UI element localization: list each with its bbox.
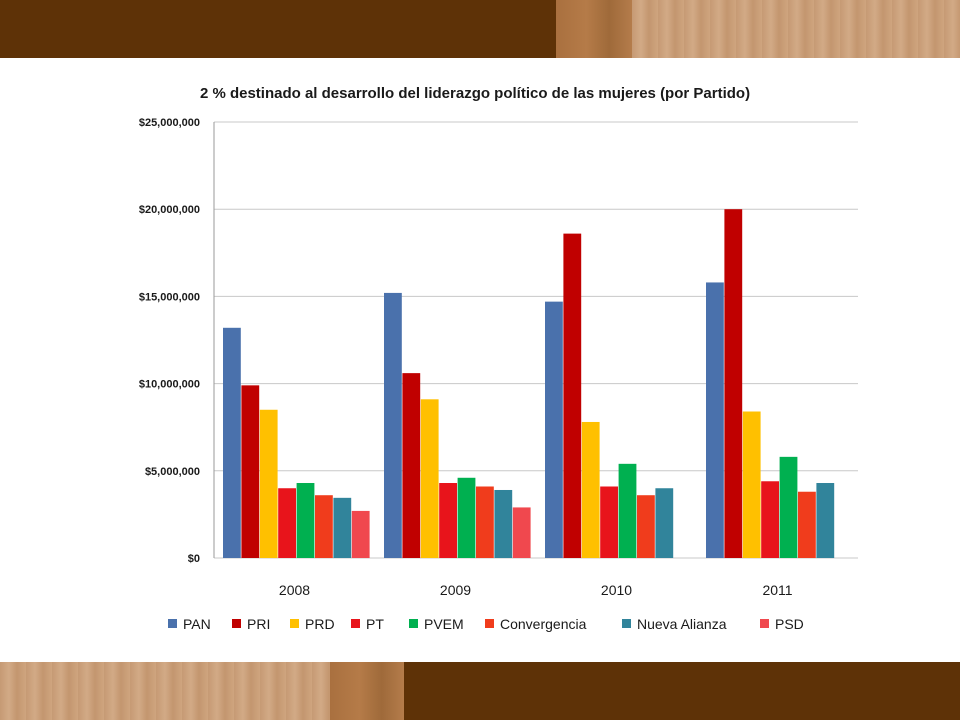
bar-pvem-2011 [779, 456, 798, 558]
legend-label: Convergencia [500, 616, 587, 632]
x-tick-label: 2010 [601, 582, 632, 598]
legend-label: PT [366, 616, 384, 632]
legend: PAN PRI PRD PT PVEM Convergencia Nueva Alianza… [168, 616, 804, 632]
legend-label: PAN [183, 616, 211, 632]
bar-nueva-alianza-2011 [816, 483, 835, 558]
legend-swatch [622, 619, 631, 628]
bar-nueva-alianza-2008 [333, 497, 352, 558]
bar-pvem-2009 [457, 477, 476, 558]
bottom-band-dark-segment [404, 662, 960, 720]
top-band-wood-segment [556, 0, 632, 58]
bar-pri-2011 [724, 209, 743, 558]
bar-prd-2011 [742, 411, 761, 558]
bar-pan-2009 [384, 292, 402, 558]
bar-convergencia-2008 [315, 495, 333, 558]
y-tick-label: $25,000,000 [139, 117, 200, 129]
bottom-decorative-band [0, 662, 960, 720]
bar-pvem-2008 [296, 483, 315, 558]
bar-pt-2008 [278, 488, 296, 558]
legend-label: PRD [305, 616, 335, 632]
x-axis-ticks: 2008 2009 2010 2011 [279, 582, 793, 598]
bar-chart: 2 % destinado al desarrollo del liderazg… [139, 85, 858, 632]
bar-pt-2010 [600, 486, 618, 558]
legend-label: Nueva Alianza [637, 616, 727, 632]
top-band-light-wood-segment [632, 0, 960, 58]
bar-prd-2008 [259, 409, 278, 558]
chart-area: 2 % destinado al desarrollo del liderazg… [0, 58, 960, 662]
bars [223, 209, 835, 558]
x-tick-label: 2009 [440, 582, 471, 598]
y-tick-label: $15,000,000 [139, 291, 200, 303]
legend-swatch [760, 619, 769, 628]
bar-pan-2011 [706, 282, 724, 558]
legend-swatch [168, 619, 177, 628]
legend-label: PSD [775, 616, 804, 632]
bottom-band-wood-segment [330, 662, 404, 720]
bar-pri-2008 [241, 385, 260, 558]
y-tick-label: $10,000,000 [139, 379, 200, 391]
bottom-band-light-wood-segment [0, 662, 330, 720]
bar-psd-2008 [351, 510, 370, 558]
bar-nueva-alianza-2009 [494, 489, 513, 558]
y-tick-label: $5,000,000 [145, 466, 200, 478]
x-tick-label: 2008 [279, 582, 310, 598]
bar-pri-2010 [563, 233, 582, 558]
bar-convergencia-2010 [637, 495, 655, 558]
bar-pt-2011 [761, 481, 779, 558]
y-tick-label: $0 [188, 553, 200, 565]
chart-title: 2 % destinado al desarrollo del liderazg… [200, 85, 750, 102]
bar-pt-2009 [439, 483, 457, 558]
legend-swatch [351, 619, 360, 628]
y-tick-label: $20,000,000 [139, 204, 200, 216]
bar-psd-2009 [512, 507, 531, 558]
bar-pri-2009 [402, 373, 421, 558]
bar-prd-2009 [420, 399, 439, 558]
bar-prd-2010 [581, 421, 600, 558]
bar-convergencia-2009 [476, 486, 494, 558]
gridlines [213, 121, 858, 559]
top-decorative-band [0, 0, 960, 58]
y-axis-ticks: $0 $5,000,000 $10,000,000 $15,000,000 $20,00… [139, 117, 200, 565]
bar-pan-2008 [223, 327, 241, 558]
top-band-dark-segment [0, 0, 556, 58]
legend-swatch [290, 619, 299, 628]
legend-swatch [485, 619, 494, 628]
legend-label: PRI [247, 616, 270, 632]
bar-pan-2010 [545, 301, 563, 558]
legend-label: PVEM [424, 616, 464, 632]
legend-swatch [232, 619, 241, 628]
legend-swatch [409, 619, 418, 628]
bar-nueva-alianza-2010 [655, 488, 674, 558]
bar-convergencia-2011 [798, 491, 816, 558]
bar-pvem-2010 [618, 463, 637, 558]
x-tick-label: 2011 [762, 582, 792, 598]
